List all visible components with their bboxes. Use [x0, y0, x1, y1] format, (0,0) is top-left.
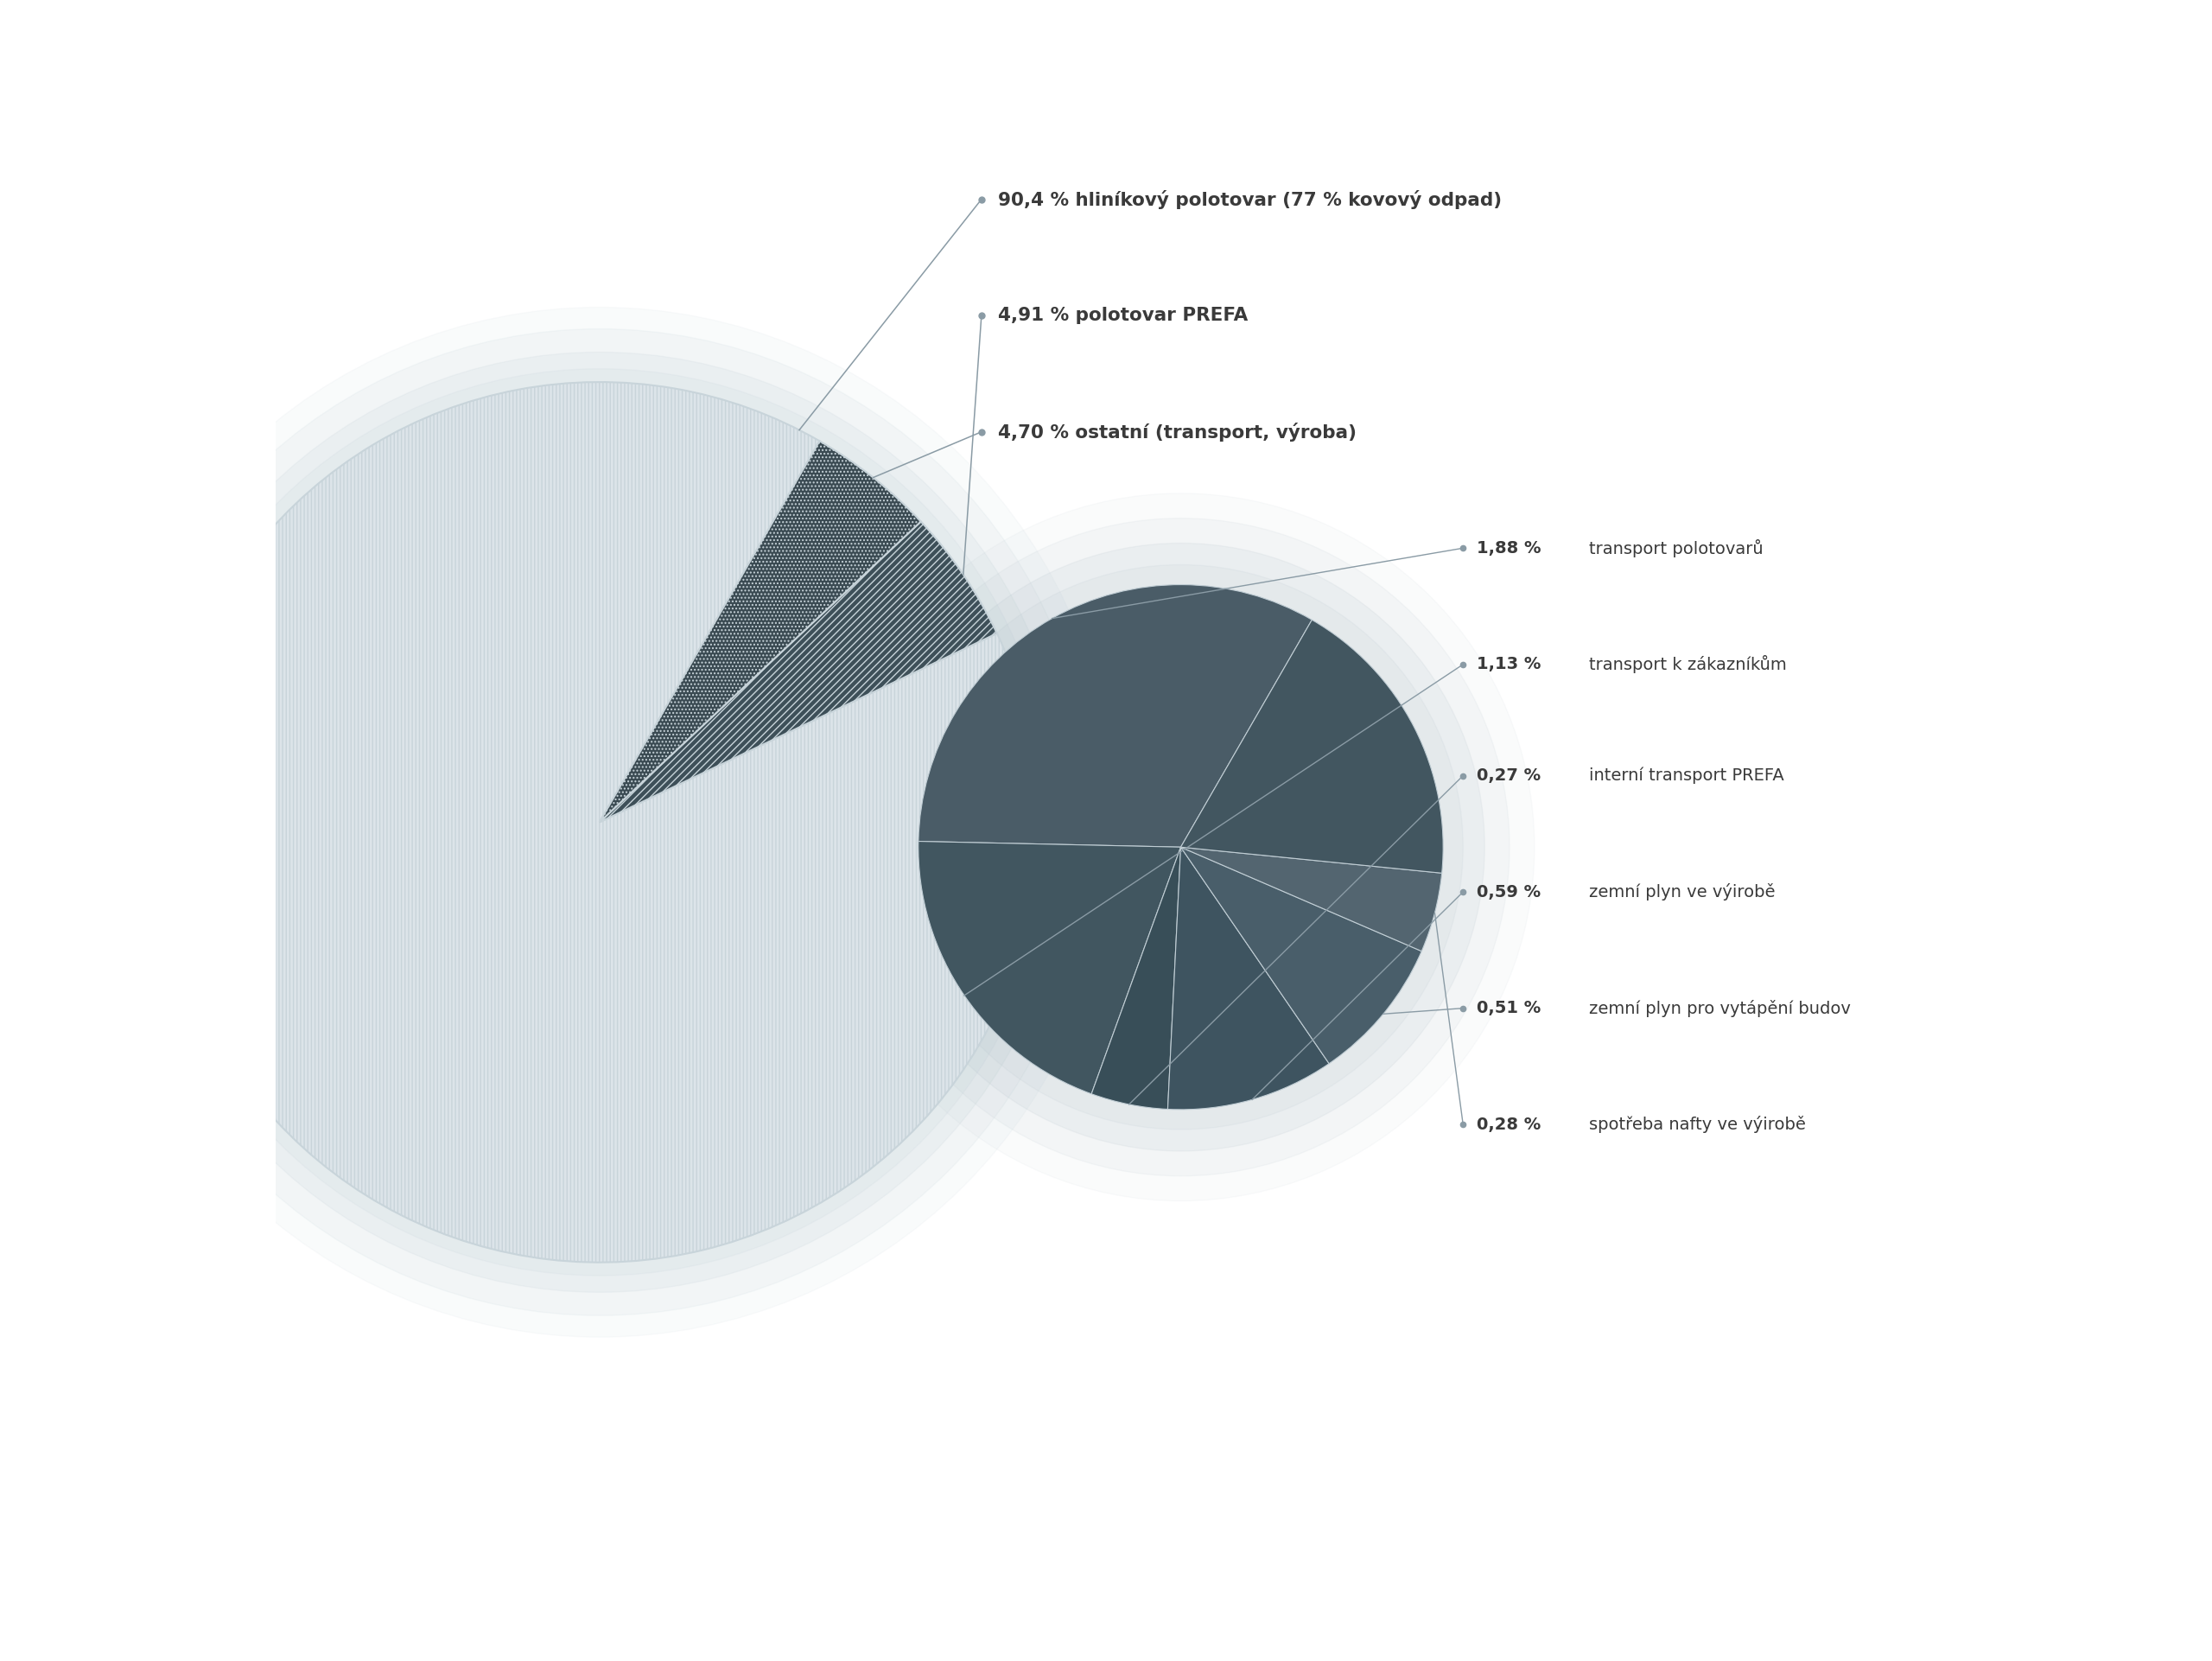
Text: zemní plyn pro vytápění budov: zemní plyn pro vytápění budov [1588, 1000, 1851, 1017]
Wedge shape [599, 442, 920, 822]
Text: 1,88 %: 1,88 % [1475, 540, 1542, 556]
Wedge shape [1181, 620, 1442, 874]
Text: zemní plyn ve výirobě: zemní plyn ve výirobě [1588, 884, 1776, 900]
Wedge shape [159, 382, 1040, 1262]
Circle shape [827, 493, 1535, 1201]
Circle shape [898, 565, 1462, 1129]
Circle shape [876, 543, 1484, 1151]
Text: 90,4 % hliníkový polotovar (77 % kovový odpad): 90,4 % hliníkový polotovar (77 % kovový … [998, 189, 1502, 209]
Wedge shape [1168, 847, 1329, 1110]
Text: transport polotovarů: transport polotovarů [1588, 540, 1763, 556]
Text: transport k zákazníkům: transport k zákazníkům [1588, 656, 1787, 673]
Text: 0,59 %: 0,59 % [1475, 884, 1540, 900]
Text: 4,91 % polotovar PREFA: 4,91 % polotovar PREFA [998, 307, 1248, 324]
Circle shape [84, 307, 1115, 1337]
Wedge shape [918, 842, 1181, 1095]
Text: interní transport PREFA: interní transport PREFA [1588, 767, 1785, 784]
Text: 0,27 %: 0,27 % [1475, 767, 1540, 784]
Wedge shape [1181, 847, 1442, 952]
Wedge shape [1181, 847, 1422, 1063]
Wedge shape [599, 522, 998, 822]
Circle shape [131, 352, 1068, 1292]
Circle shape [852, 518, 1509, 1176]
Text: 1,13 %: 1,13 % [1475, 656, 1540, 673]
Wedge shape [918, 585, 1312, 847]
Text: 4,70 % ostatní (transport, výroba): 4,70 % ostatní (transport, výroba) [998, 422, 1356, 442]
Circle shape [146, 369, 1053, 1276]
Text: 0,28 %: 0,28 % [1475, 1116, 1540, 1133]
Text: 0,51 %: 0,51 % [1475, 1000, 1540, 1017]
Circle shape [106, 329, 1093, 1316]
Text: spotřeba nafty ve výirobě: spotřeba nafty ve výirobě [1588, 1116, 1805, 1133]
Wedge shape [1091, 847, 1181, 1110]
